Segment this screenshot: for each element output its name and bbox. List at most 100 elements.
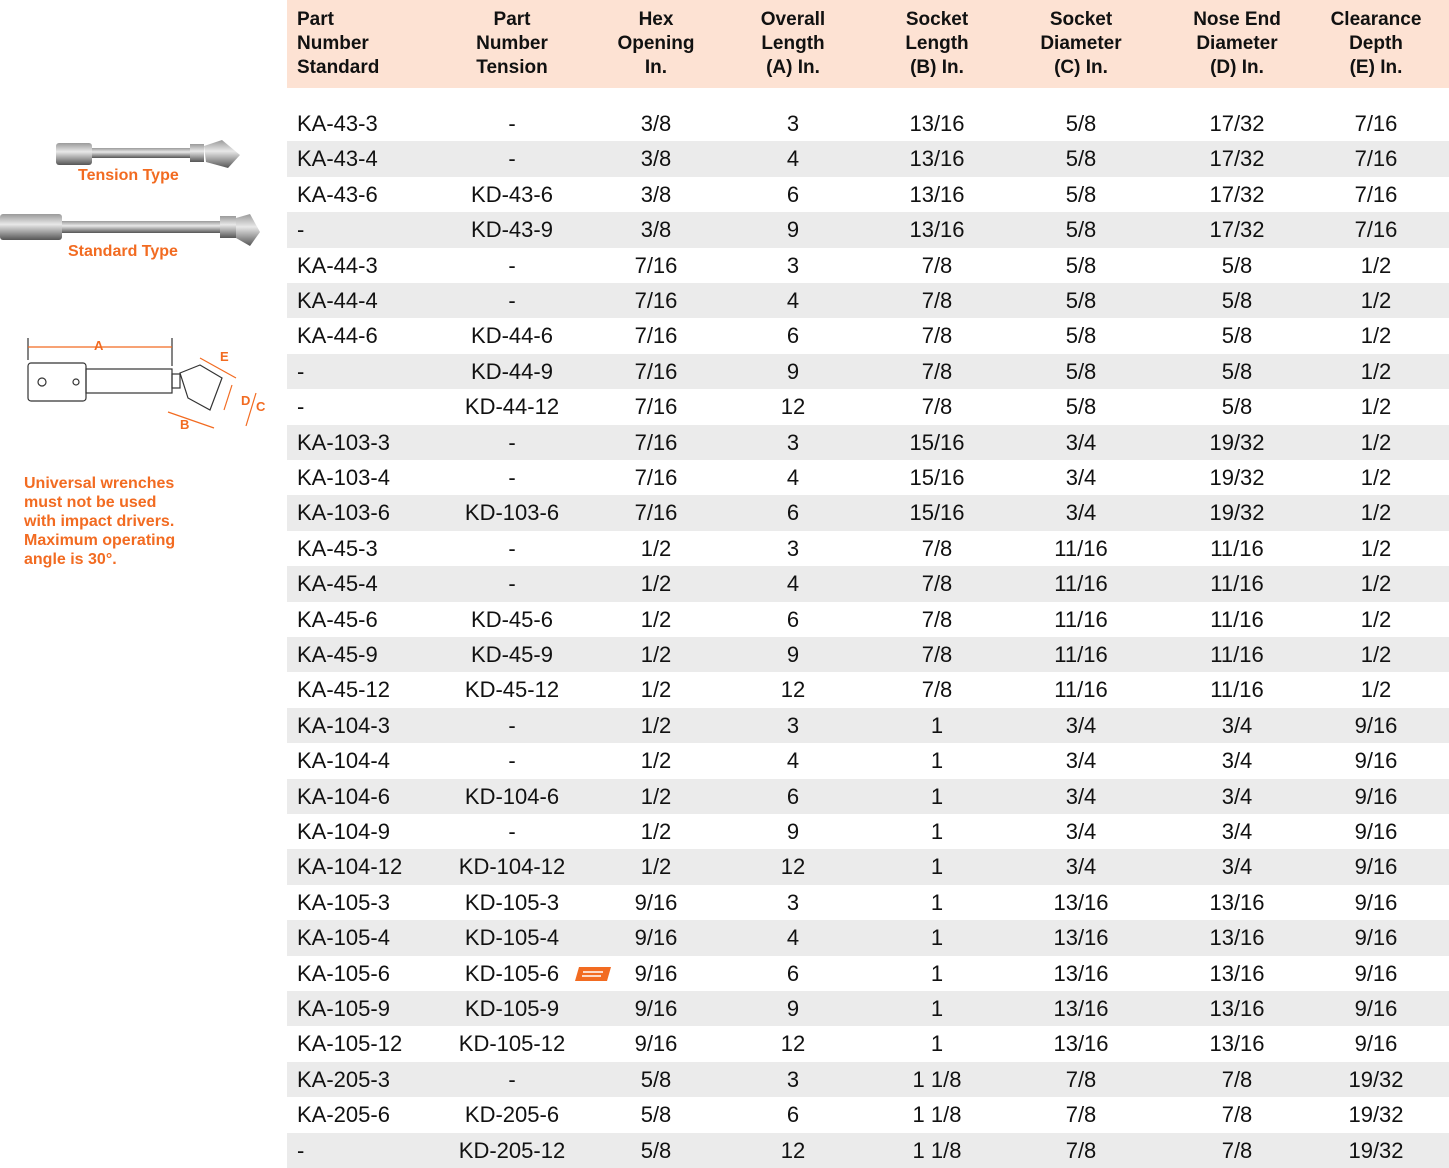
table-cell: 6 (786, 960, 800, 986)
table-cell: 13/16 (1053, 960, 1109, 986)
table-row: KA-105-9 KD-105-9 9/16 9 1 13/16 13/16 9/16 (287, 991, 1449, 1027)
table-cell: 1 (930, 925, 944, 951)
dim-label: B (180, 417, 190, 432)
table-cell: 9/16 (1354, 712, 1398, 738)
table-cell: KA-45-6 (297, 606, 378, 632)
table-cell: 9/16 (634, 925, 678, 951)
table-cell: 7/8 (921, 606, 953, 632)
table-row: KA-103-6 KD-103-6 7/16 6 15/16 3/4 19/32 1/2 (287, 495, 1449, 531)
table-cell: KD-205-6 (464, 1102, 560, 1128)
tension-label: Tension Type (78, 167, 179, 184)
table-cell: 9/16 (1354, 925, 1398, 951)
table-cell: 6 (786, 181, 800, 207)
table-row: KA-45-6 KD-45-6 1/2 6 7/8 11/16 11/16 1/2 (287, 602, 1449, 637)
table-cell: 12 (780, 854, 806, 880)
table-cell: - (297, 358, 305, 384)
table-row: KA-45-3 - 1/2 3 7/8 11/16 11/16 1/2 (287, 531, 1449, 566)
header-line: Overall (760, 9, 826, 30)
table-cell: - (508, 146, 516, 172)
table-cell: 7/8 (1221, 1137, 1253, 1163)
table-row: KA-45-9 KD-45-9 1/2 9 7/8 11/16 11/16 1/2 (287, 637, 1449, 673)
table-cell: 11/16 (1054, 571, 1108, 597)
header-cell: Clearance Depth (E) In. (1306, 8, 1446, 80)
table-cell: 3/4 (1065, 465, 1097, 490)
table-cell: 19/32 (1348, 1137, 1404, 1163)
table-row: - KD-44-9 7/16 9 7/8 5/8 5/8 1/2 (287, 353, 1449, 390)
table-cell: 5/8 (1065, 111, 1097, 136)
table-cell: 6 (786, 323, 800, 349)
warning-line: must not be used (24, 494, 157, 511)
table-cell: 1 1/8 (912, 1102, 962, 1128)
table-cell: KA-104-3 (297, 712, 390, 738)
table-cell: KA-205-3 (297, 1066, 390, 1092)
table-cell: KA-103-3 (297, 429, 390, 455)
table-cell: KA-44-6 (297, 323, 378, 349)
header-line: Standard (297, 57, 380, 78)
table-cell: KA-103-6 (297, 500, 390, 526)
table-row: KA-105-12 KD-105-12 9/16 12 1 13/16 13/16 9/16 (287, 1026, 1449, 1061)
table-cell: 1/2 (1360, 500, 1392, 526)
table-cell: 5/8 (1221, 394, 1253, 420)
table-cell: 9 (786, 358, 800, 384)
table-cell: 13/16 (1209, 1031, 1265, 1057)
table-cell: 9/16 (1354, 748, 1398, 774)
illustrations (0, 140, 260, 429)
table-cell: 9/16 (1354, 996, 1398, 1021)
warning: Universal wrenches must not be used with i… (24, 474, 274, 569)
table-cell: 1 (930, 996, 944, 1021)
table-cell: 9/16 (634, 960, 678, 986)
header-line: Number (297, 33, 369, 54)
warning-line: with impact drivers. (24, 513, 175, 530)
table-cell: 1/2 (640, 571, 672, 597)
table-cell: 3/4 (1221, 783, 1253, 809)
header-line: Opening (617, 33, 695, 54)
table-cell: 13/16 (1053, 925, 1109, 951)
table-cell: KA-44-4 (297, 288, 378, 313)
table-cell: KD-104-12 (458, 854, 566, 880)
table-cell: 13/16 (909, 111, 965, 136)
warning-line: Maximum operating (24, 532, 176, 549)
table-cell: 6 (786, 783, 800, 809)
table-row: KA-45-12 KD-45-12 1/2 12 7/8 11/16 11/16 1/2 (287, 672, 1449, 707)
table-cell: - (297, 1137, 305, 1163)
table-cell: 7/8 (1221, 1066, 1253, 1092)
header-line: (E) In. (1349, 57, 1403, 78)
table-cell: 9/16 (1354, 854, 1398, 880)
table-cell: KD-45-9 (471, 642, 553, 667)
header-cell: Part Number Standard (297, 8, 379, 80)
header-line: Tension (476, 57, 548, 78)
table-row: KA-205-6 KD-205-6 5/8 6 1 1/8 7/8 7/8 19/32 (287, 1097, 1449, 1132)
table-cell: 9/16 (634, 889, 678, 915)
table-cell: 5/8 (640, 1137, 672, 1163)
table-cell: 5/8 (1065, 217, 1097, 243)
table-row: KA-44-6 KD-44-6 7/16 6 7/8 5/8 5/8 1/2 (287, 318, 1449, 353)
table-cell: 7/8 (921, 394, 953, 420)
table-cell: 5/8 (1065, 394, 1097, 420)
table-cell: 1/2 (1360, 288, 1392, 313)
table-cell: 7/8 (921, 677, 953, 703)
tension-wrench (56, 140, 240, 168)
table-cell: KA-104-4 (297, 748, 390, 774)
table-row: KA-104-6 KD-104-6 1/2 6 1 3/4 3/4 9/16 (287, 778, 1449, 814)
table-cell: KD-105-3 (464, 889, 560, 915)
table-cell: 7/16 (634, 465, 678, 490)
table-header: Part Number Standard Part Number Tension Hex Op… (287, 0, 1449, 88)
table-cell: 7/16 (634, 252, 678, 278)
table-cell: 13/16 (1053, 1031, 1109, 1057)
table-row: KA-43-6 KD-43-6 3/8 6 13/16 5/8 17/32 7/16 (287, 177, 1449, 212)
table-cell: 1/2 (640, 748, 672, 774)
spec-table: Part Number Standard Part Number Tension Hex Op… (287, 0, 1449, 1168)
table-cell: 1 1/8 (912, 1066, 962, 1092)
table-cell: 5/8 (1221, 288, 1253, 313)
table-cell: KA-105-4 (297, 925, 390, 951)
table-cell: 4 (786, 465, 800, 490)
table-cell: 9/16 (634, 996, 678, 1021)
table-cell: 1 (930, 889, 944, 915)
table-cell: 7/8 (1065, 1102, 1097, 1128)
table-cell: 9/16 (1354, 819, 1398, 844)
table-cell: 1 (930, 712, 944, 738)
header-line: Length (761, 33, 825, 54)
header-line: Nose End (1193, 9, 1281, 30)
table-cell: 17/32 (1209, 146, 1265, 172)
table-cell: 3/4 (1065, 783, 1097, 809)
